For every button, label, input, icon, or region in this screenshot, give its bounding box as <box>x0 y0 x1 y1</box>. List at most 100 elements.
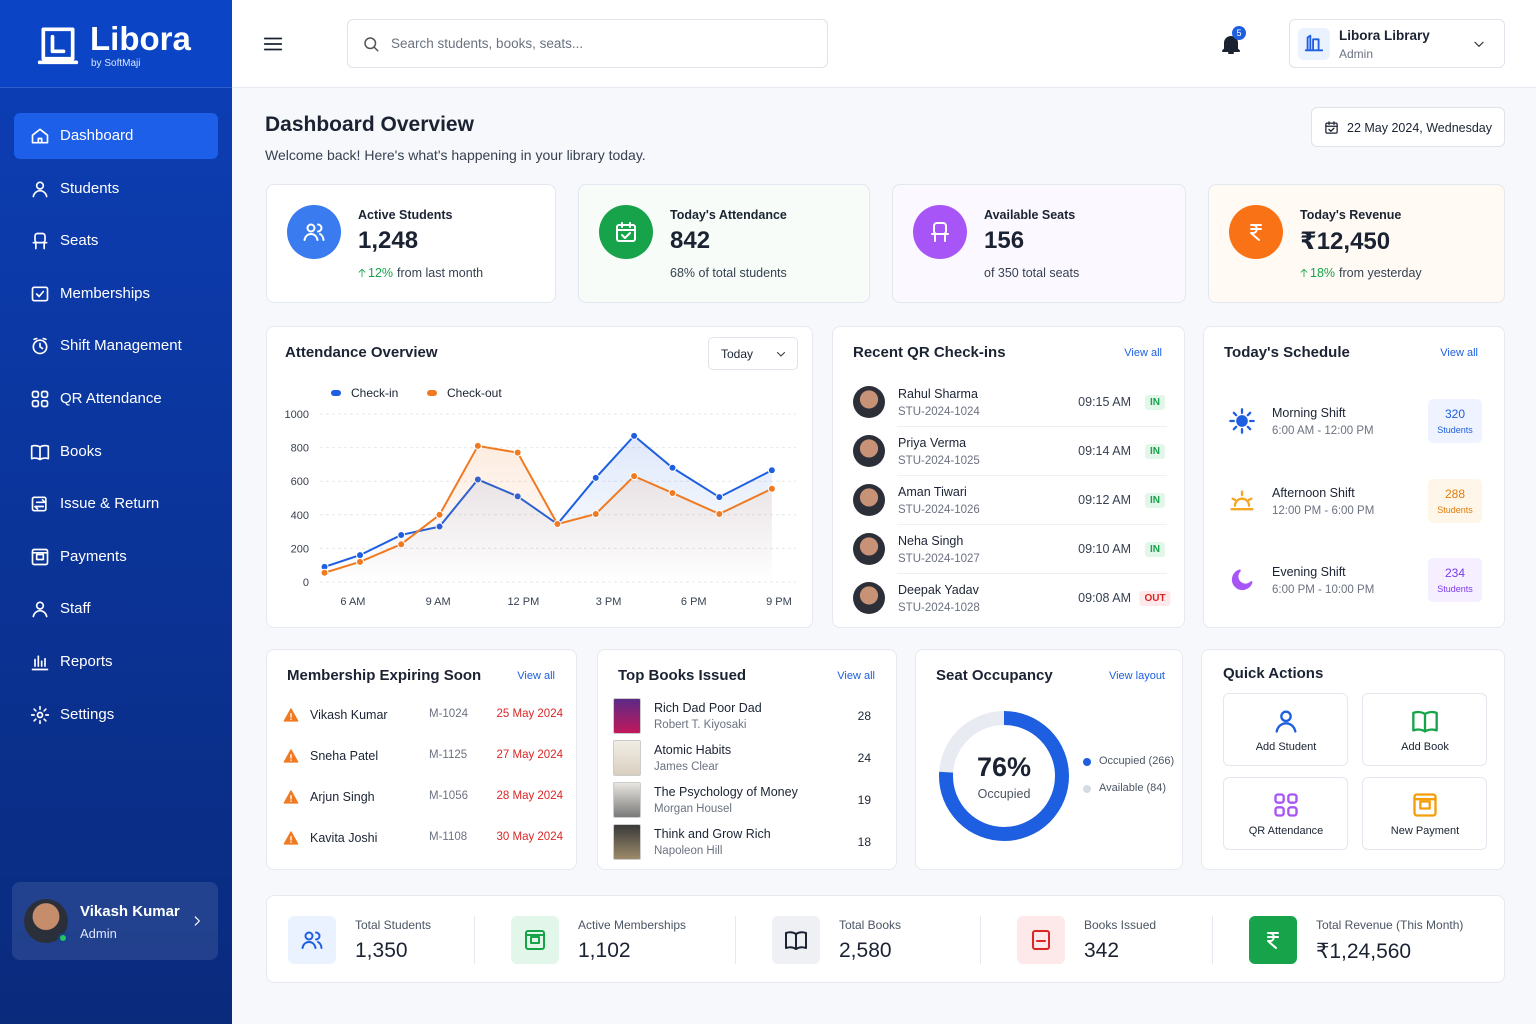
member-id: M-1125 <box>429 749 468 761</box>
nav-item[interactable]: Settings <box>14 692 218 738</box>
quick-action-icon <box>1413 793 1437 817</box>
x-tick-label: 6 AM <box>340 596 365 608</box>
stat-note: from last month <box>397 266 484 280</box>
card-title: Seat Occupancy <box>936 667 1053 684</box>
nav-item[interactable]: Payments <box>14 534 218 580</box>
y-tick-label: 400 <box>291 510 309 522</box>
nav-item[interactable]: Students <box>14 166 218 212</box>
point <box>473 441 482 450</box>
total-icon <box>785 931 807 950</box>
icon-part <box>1413 793 1437 817</box>
icon-part <box>35 290 45 298</box>
point <box>513 448 522 457</box>
total-label: Active Memberships <box>578 918 687 932</box>
date-box[interactable]: 22 May 2024, Wednesday <box>1311 107 1505 147</box>
nav-item[interactable]: Shift Management <box>14 323 218 369</box>
stat-value: 1,248 <box>358 227 419 254</box>
quick-action-label: New Payment <box>1390 825 1460 837</box>
icon-part <box>32 610 48 618</box>
shift-unit: Students <box>1437 584 1473 594</box>
shift-count: 320 <box>1444 407 1466 421</box>
icon-part <box>37 27 79 65</box>
icon-part <box>283 708 299 722</box>
book-author: Robert T. Kiyosaki <box>654 719 747 731</box>
icon-part <box>1231 569 1253 591</box>
point <box>435 510 444 519</box>
point <box>630 431 639 440</box>
icon-part <box>1032 930 1050 950</box>
user-role: Admin <box>80 926 117 941</box>
totals-divider <box>474 916 475 964</box>
brand-area <box>0 0 232 88</box>
search-box[interactable]: Search students, books, seats... <box>347 19 828 68</box>
icon-part <box>1412 710 1438 733</box>
quick-action[interactable]: Add Book <box>1362 693 1487 766</box>
filter-dropdown[interactable]: Today <box>708 337 798 370</box>
icon-part <box>283 749 299 763</box>
card-link[interactable]: View all <box>1124 347 1162 359</box>
library-switcher[interactable]: Libora Library Admin <box>1289 19 1505 68</box>
card-link[interactable]: View all <box>1440 347 1478 359</box>
user-card[interactable]: Vikash Kumar Admin <box>12 882 218 960</box>
status-badge: IN <box>1145 542 1165 557</box>
member-name: Sneha Patel <box>310 749 379 763</box>
icon-part <box>32 338 48 355</box>
icon-part <box>933 222 947 235</box>
quick-action[interactable]: Add Student <box>1223 693 1348 766</box>
donut <box>939 711 1069 841</box>
stat-icon-bg <box>287 205 341 259</box>
card-link[interactable]: View all <box>837 670 875 682</box>
status-badge: OUT <box>1139 591 1171 606</box>
quick-action-label: Add Book <box>1401 741 1449 753</box>
icon-part <box>1300 268 1308 278</box>
icon-part <box>35 601 45 611</box>
icon-part <box>1250 224 1262 241</box>
card-link[interactable]: View all <box>517 670 555 682</box>
shift-count: 288 <box>1444 486 1466 501</box>
icon-part <box>317 223 325 241</box>
icon-part <box>785 931 807 950</box>
nav-item[interactable]: Staff <box>14 586 218 632</box>
nav-item[interactable]: QR Attendance <box>14 376 218 422</box>
nav-item[interactable]: Memberships <box>14 271 218 317</box>
nav-item[interactable]: Issue & Return <box>14 481 218 527</box>
nav-icon <box>31 496 47 512</box>
icon-part <box>1230 490 1254 510</box>
icon-part <box>1231 569 1253 591</box>
icon-part <box>30 705 50 724</box>
icon-part <box>1275 722 1297 733</box>
icon-part <box>1325 121 1338 134</box>
quick-action[interactable]: QR Attendance <box>1223 777 1348 850</box>
quick-action-icon <box>1274 793 1298 817</box>
card-title: Recent QR Check-ins <box>853 344 1006 361</box>
icon-part <box>1032 930 1050 950</box>
expiry-date: 28 May 2024 <box>496 790 564 802</box>
quick-action[interactable]: New Payment <box>1362 777 1487 850</box>
stat-label: Active Students <box>358 208 453 222</box>
icon-part <box>32 339 48 355</box>
icon-part <box>31 496 47 512</box>
nav-icon <box>32 232 48 250</box>
nav-item[interactable]: Books <box>14 429 218 475</box>
expiry-date: 30 May 2024 <box>496 831 564 843</box>
total-value: 342 <box>1084 939 1120 962</box>
online-dot <box>58 933 68 943</box>
row-divider <box>897 524 1167 525</box>
line-chart: 0 200 400 600 800 1000 6 AM 9 AM 12 PM 3 PM 6 PM 9 … <box>285 386 796 608</box>
card-link[interactable]: View layout <box>1108 670 1165 682</box>
icon-part <box>931 233 949 242</box>
nav-item[interactable]: Seats <box>14 218 218 264</box>
shift-unit: Students <box>1437 425 1473 435</box>
avatar <box>853 582 885 614</box>
icon-part <box>36 711 44 718</box>
chart-title: Attendance Overview <box>285 344 438 361</box>
stat-icon-bg <box>913 205 967 259</box>
member-name: Vikash Kumar <box>310 708 388 722</box>
nav-item[interactable]: Reports <box>14 639 218 685</box>
stat-card: Active Students 1,248 12% from last month <box>266 184 556 303</box>
donut-occupied <box>939 711 1069 841</box>
attendance-card: Attendance Overview Today 0 200 400 600 800 100… <box>266 326 813 628</box>
stat-card: Available Seats 156 of 350 total seats <box>892 184 1186 303</box>
nav-item[interactable]: Dashboard <box>14 113 218 159</box>
line <box>324 444 773 574</box>
